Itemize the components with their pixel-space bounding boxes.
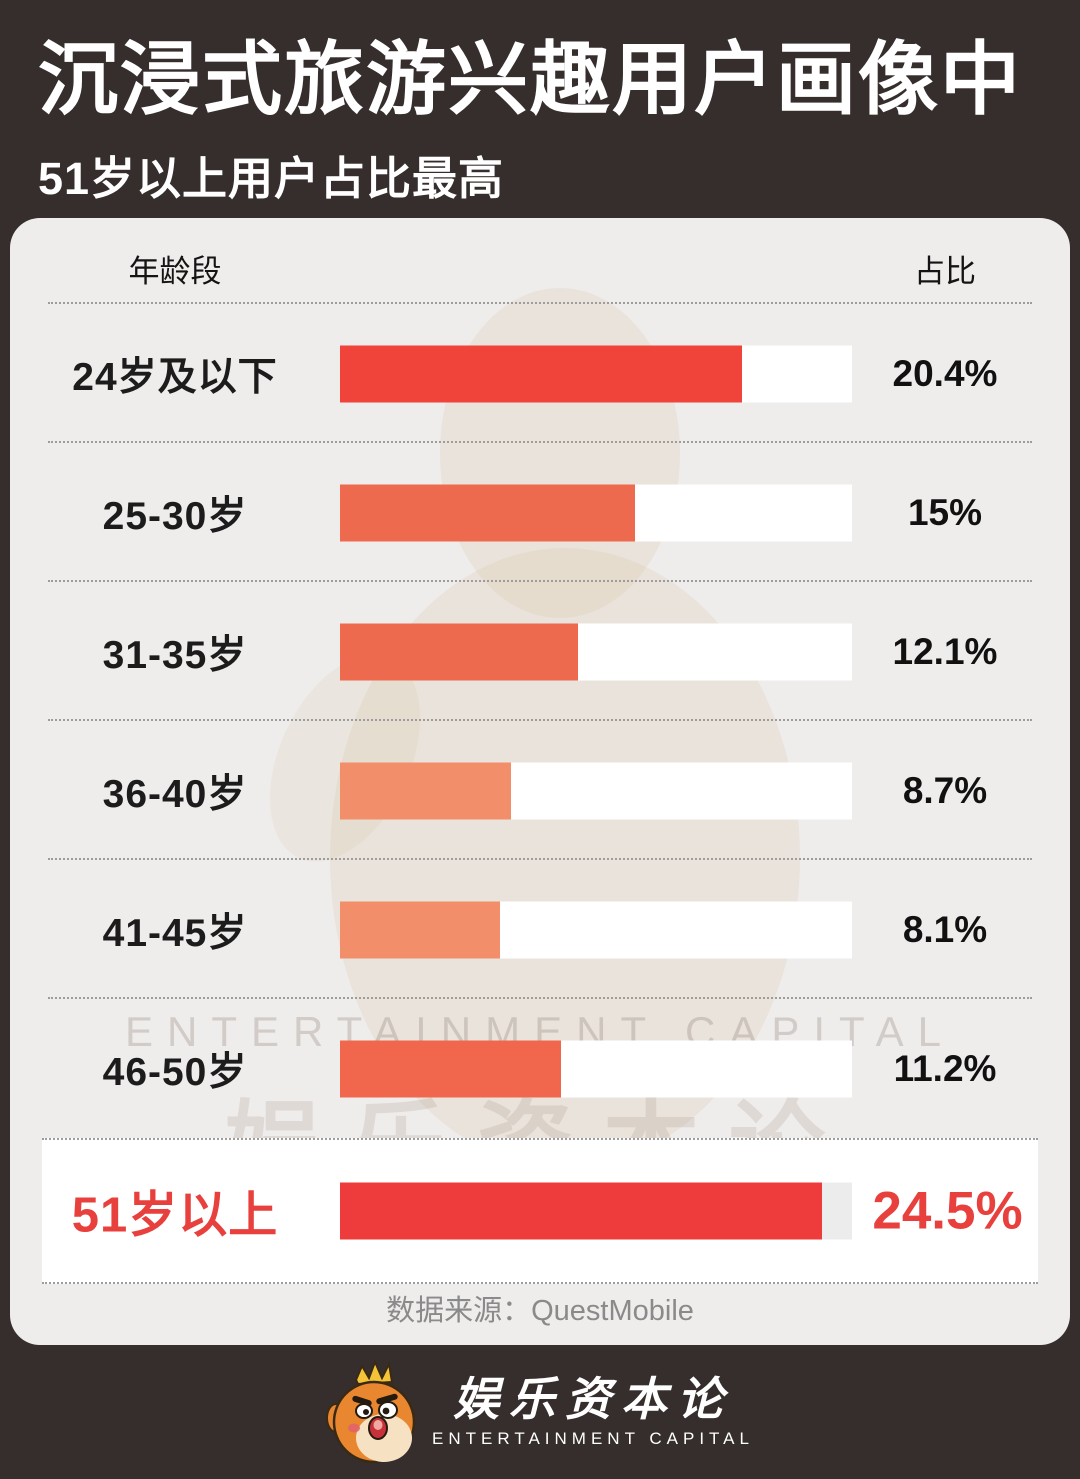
chart-row: 41-45岁 8.1% [10,860,1070,999]
brand-name-cn: 娱乐资本论 [452,1373,733,1425]
crown-icon [354,1359,394,1386]
bar-track [340,1182,852,1240]
row-value: 11.2% [893,1047,997,1089]
bar-track [340,484,852,541]
bar-track [340,1040,852,1097]
data-source-note: 数据来源：QuestMobile [386,1295,694,1327]
chart-row: 31-35岁 12.1% [10,582,1070,721]
footer: 娱乐资本论 ENTERTAINMENT CAPITAL [0,1345,1080,1479]
brand-text-block: 娱乐资本论 ENTERTAINMENT CAPITAL [432,1373,754,1450]
row-value: 12.1% [892,630,998,672]
row-label: 24岁及以下 [72,355,278,399]
row-value: 8.7% [902,769,988,811]
bar-track [340,623,852,680]
bar-track [340,901,852,958]
bar-track [340,345,852,402]
chart-row: 24岁及以下 20.4% [10,304,1070,443]
bar-fill [340,1182,823,1240]
bar-fill [340,484,636,541]
bar-fill [340,345,742,402]
row-value: 24.5% [872,1181,1023,1241]
bar-track [340,762,852,819]
row-label: 25-30岁 [102,494,248,538]
chart-card: ENTERTAINMENT CAPITAL 娱乐资本论 年龄段 占比 24岁及以… [10,218,1070,1345]
brand-name-en: ENTERTAINMENT CAPITAL [432,1429,754,1449]
row-label: 51岁以上 [71,1188,279,1243]
chart-row: 46-50岁 11.2% [10,999,1070,1138]
column-header-share: 占比 [914,254,976,289]
bar-fill [340,762,512,819]
row-value: 20.4% [892,352,998,394]
row-label: 41-45岁 [102,911,248,955]
chart-row: 25-30岁 15% [10,443,1070,582]
bar-fill [340,1040,561,1097]
bar-fill [340,901,500,958]
chart-row: 36-40岁 8.7% [10,721,1070,860]
pufferfish-mascot-icon [326,1359,416,1464]
brand-logo: 娱乐资本论 ENTERTAINMENT CAPITAL [326,1356,754,1468]
page-title: 沉浸式旅游兴趣用户画像中 [38,35,1022,124]
table-header-row: 年龄段 占比 [10,218,1070,304]
row-label: 31-35岁 [102,633,248,677]
page-subtitle: 51岁以上用户占比最高 [38,153,505,204]
row-value: 8.1% [902,908,988,950]
chart-row-highlighted: 51岁以上 24.5% [10,1138,1070,1284]
header: 沉浸式旅游兴趣用户画像中 51岁以上用户占比最高 [38,30,1050,207]
row-value: 15% [907,491,983,533]
row-label: 46-50岁 [102,1050,248,1094]
bar-fill [340,623,579,680]
column-header-age: 年龄段 [128,254,222,289]
row-label: 36-40岁 [102,772,248,816]
